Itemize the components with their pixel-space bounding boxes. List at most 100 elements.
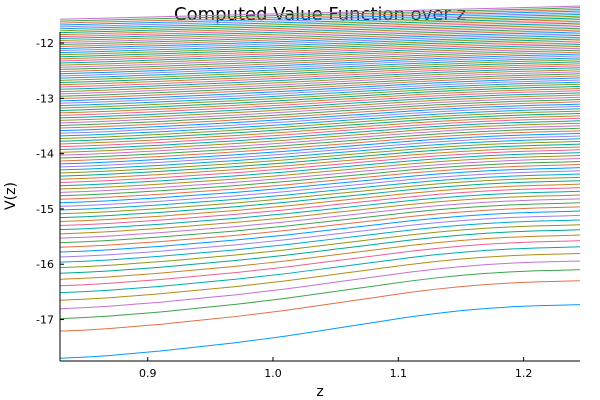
series-line: [59, 15, 581, 32]
series-line: [59, 33, 581, 52]
y-ticks: -17 -16 -15 -14 -13 -12: [36, 37, 64, 327]
series-line: [59, 246, 581, 294]
series-line: [59, 229, 581, 274]
series-line: [59, 96, 581, 124]
x-tick-label: 1.1: [390, 367, 408, 380]
series-line: [59, 67, 581, 90]
series-line: [59, 146, 581, 180]
series-group: [59, 5, 581, 359]
x-ticks: 0.9 1.0 1.1 1.2: [139, 357, 532, 380]
series-line: [59, 304, 581, 359]
series-line: [59, 240, 581, 287]
series-line: [59, 90, 581, 116]
series-line: [59, 75, 581, 100]
series-line: [59, 269, 581, 320]
y-tick-label: -17: [36, 314, 54, 327]
series-line: [59, 8, 581, 24]
series-line: [59, 280, 581, 332]
series-line: [59, 34, 581, 54]
series-line: [59, 22, 581, 40]
series-line: [59, 173, 581, 211]
series-line: [59, 202, 581, 244]
series-line: [59, 87, 581, 114]
series-line: [59, 219, 581, 263]
series-line: [59, 81, 581, 107]
series-line: [59, 122, 581, 153]
series-line: [59, 85, 581, 111]
series-line: [59, 13, 581, 30]
series-line: [59, 108, 581, 137]
series-line: [59, 19, 581, 36]
series-line: [59, 167, 581, 204]
series-line: [59, 83, 581, 109]
y-axis-label: V(z): [3, 182, 19, 210]
series-line: [59, 127, 581, 159]
series-line: [59, 55, 581, 77]
series-line: [59, 17, 581, 34]
series-line: [59, 24, 581, 42]
series-line: [59, 155, 581, 190]
series-line: [59, 252, 581, 301]
series-line: [59, 103, 581, 132]
series-line: [59, 79, 581, 104]
series-line: [59, 234, 581, 280]
x-axis-label: z: [316, 384, 323, 400]
series-line: [59, 120, 581, 151]
series-line: [59, 112, 581, 142]
x-tick-label: 1.2: [515, 367, 533, 380]
series-line: [59, 110, 581, 140]
series-line: [59, 36, 581, 56]
series-line: [59, 5, 581, 20]
series-line: [59, 152, 581, 187]
y-tick-label: -14: [36, 148, 54, 161]
series-line: [59, 71, 581, 95]
series-line: [59, 194, 581, 235]
series-line: [59, 143, 581, 177]
series-line: [59, 149, 581, 183]
series-line: [59, 176, 581, 215]
series-line: [59, 180, 581, 219]
series-line: [59, 45, 581, 66]
series-line: [59, 63, 581, 86]
series-line: [59, 224, 581, 269]
series-line: [59, 29, 581, 48]
series-line: [59, 49, 581, 70]
series-line: [59, 164, 581, 200]
series-line: [59, 117, 581, 148]
y-tick-label: -16: [36, 258, 54, 271]
series-line: [59, 38, 581, 58]
x-tick-label: 1.0: [264, 367, 282, 380]
series-line: [59, 206, 581, 248]
series-line: [59, 138, 581, 171]
series-line: [59, 65, 581, 88]
series-line: [59, 160, 581, 197]
series-line: [59, 101, 581, 129]
series-line: [59, 59, 581, 81]
series-line: [59, 31, 581, 50]
series-line: [59, 57, 581, 79]
series-line: [59, 198, 581, 239]
series-line: [59, 132, 581, 165]
series-line: [59, 51, 581, 73]
x-tick-label: 0.9: [139, 367, 157, 380]
series-line: [59, 27, 581, 46]
series-line: [59, 260, 581, 310]
series-line: [59, 92, 581, 119]
series-line: [59, 190, 581, 231]
series-line: [59, 135, 581, 168]
series-line: [59, 20, 581, 38]
series-line: [59, 10, 581, 26]
series-line: [59, 157, 581, 193]
series-line: [59, 53, 581, 75]
series-line: [59, 40, 581, 60]
series-line: [59, 99, 581, 126]
series-line: [59, 69, 581, 93]
series-line: [59, 125, 581, 156]
series-line: [59, 94, 581, 121]
series-line: [59, 210, 581, 253]
series-line: [59, 61, 581, 84]
series-line: [59, 187, 581, 227]
series-line: [59, 115, 581, 145]
series-line: [59, 42, 581, 62]
